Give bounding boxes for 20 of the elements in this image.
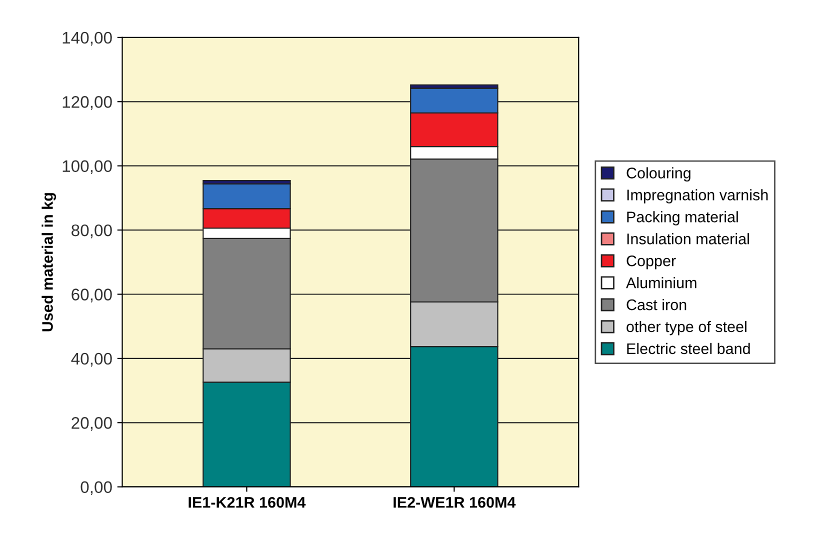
y-tick-label: 100,00: [62, 160, 112, 174]
y-tick-label: 80,00: [72, 224, 112, 238]
legend-label: Copper: [626, 255, 676, 270]
y-tick-label: 120,00: [62, 96, 112, 110]
legend-label: Cast iron: [626, 298, 686, 310]
y-tick-label: 20,00: [72, 417, 112, 431]
legend-label: Colouring: [626, 167, 690, 182]
legend-label: Aluminium: [626, 277, 696, 288]
legend-label: Insulation material: [627, 233, 749, 244]
y-tick-label: 60,00: [72, 288, 112, 302]
legend-label: other type of steel: [626, 320, 746, 336]
legend-label: Impregnation varnish: [627, 189, 768, 204]
x-tick-label: IE1-K21R 160M4: [188, 496, 306, 508]
x-tick-label: IE2-WE1R 160M4: [394, 496, 516, 508]
legend-label: Electric steel band: [627, 342, 750, 354]
y-tick-label: 40,00: [71, 352, 112, 367]
legend-label: Packing material: [627, 211, 738, 226]
y-tick-label: 0,00: [80, 481, 112, 496]
y-axis-title: Used material in kg: [42, 193, 56, 332]
y-tick-label: 140,00: [62, 32, 112, 46]
